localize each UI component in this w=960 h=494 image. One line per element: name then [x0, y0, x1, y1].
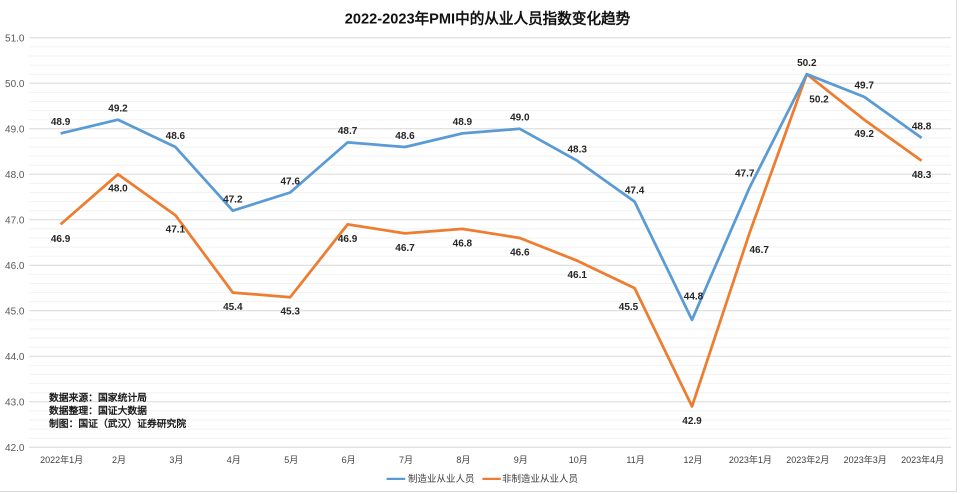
- svg-text:51.0: 51.0: [5, 34, 25, 45]
- svg-text:48.9: 48.9: [51, 117, 71, 128]
- svg-text:10月: 10月: [569, 455, 588, 465]
- svg-text:46.9: 46.9: [51, 234, 71, 245]
- svg-text:制造业从业人员: 制造业从业人员: [408, 473, 475, 485]
- svg-text:46.9: 46.9: [338, 234, 358, 245]
- svg-text:47.1: 47.1: [166, 225, 186, 236]
- svg-text:48.3: 48.3: [567, 145, 587, 156]
- svg-text:48.3: 48.3: [912, 170, 932, 181]
- svg-text:49.2: 49.2: [108, 104, 128, 115]
- svg-text:4月: 4月: [227, 455, 241, 465]
- svg-text:48.6: 48.6: [166, 131, 186, 142]
- svg-text:2023年3月: 2023年3月: [844, 454, 887, 465]
- svg-text:5月: 5月: [284, 455, 298, 465]
- svg-text:9月: 9月: [514, 455, 528, 465]
- svg-text:43.0: 43.0: [5, 398, 25, 409]
- svg-text:49.0: 49.0: [510, 113, 530, 124]
- svg-text:12月: 12月: [683, 455, 702, 465]
- svg-text:47.2: 47.2: [223, 195, 243, 206]
- svg-text:48.7: 48.7: [338, 126, 358, 137]
- svg-text:2022-2023年PMI中的从业人员指数变化趋势: 2022-2023年PMI中的从业人员指数变化趋势: [345, 10, 631, 28]
- svg-text:数据整理：国证大数据: 数据整理：国证大数据: [49, 404, 147, 417]
- svg-text:46.6: 46.6: [510, 247, 530, 258]
- svg-text:49.7: 49.7: [854, 81, 874, 92]
- svg-text:2月: 2月: [112, 455, 126, 465]
- svg-text:42.9: 42.9: [682, 416, 702, 427]
- svg-text:7月: 7月: [399, 455, 413, 465]
- svg-text:2022年1月: 2022年1月: [40, 454, 83, 465]
- svg-text:45.0: 45.0: [5, 307, 25, 318]
- svg-text:11月: 11月: [626, 455, 644, 465]
- svg-text:49.2: 49.2: [854, 129, 874, 140]
- svg-text:数据来源：国家统计局: 数据来源：国家统计局: [49, 391, 147, 404]
- svg-text:42.0: 42.0: [5, 443, 25, 454]
- svg-text:46.1: 46.1: [567, 270, 587, 281]
- svg-text:48.6: 48.6: [395, 131, 415, 142]
- svg-text:46.7: 46.7: [749, 245, 769, 256]
- svg-text:47.6: 47.6: [280, 176, 300, 187]
- svg-text:45.5: 45.5: [619, 302, 639, 313]
- svg-text:47.4: 47.4: [625, 185, 645, 196]
- svg-text:50.2: 50.2: [809, 95, 829, 106]
- svg-text:44.8: 44.8: [684, 292, 704, 303]
- svg-text:3月: 3月: [169, 455, 183, 465]
- svg-text:6月: 6月: [342, 455, 356, 465]
- svg-text:50.2: 50.2: [797, 58, 817, 69]
- svg-text:48.9: 48.9: [453, 117, 473, 128]
- svg-text:2023年4月: 2023年4月: [901, 454, 944, 465]
- svg-text:46.0: 46.0: [5, 261, 25, 272]
- svg-text:50.0: 50.0: [5, 79, 25, 90]
- svg-text:48.8: 48.8: [912, 122, 932, 133]
- svg-text:2023年1月: 2023年1月: [729, 454, 772, 465]
- svg-text:2023年2月: 2023年2月: [786, 454, 829, 465]
- svg-text:47.0: 47.0: [5, 216, 25, 227]
- svg-text:44.0: 44.0: [5, 352, 25, 363]
- svg-text:46.7: 46.7: [395, 243, 415, 254]
- svg-text:45.3: 45.3: [280, 307, 300, 318]
- svg-text:49.0: 49.0: [5, 125, 25, 136]
- svg-text:非制造业从业人员: 非制造业从业人员: [502, 473, 578, 485]
- svg-text:46.8: 46.8: [453, 238, 473, 249]
- svg-text:45.4: 45.4: [223, 302, 243, 313]
- svg-text:47.7: 47.7: [735, 168, 755, 179]
- svg-text:8月: 8月: [456, 455, 470, 465]
- svg-text:48.0: 48.0: [5, 170, 25, 181]
- svg-text:48.0: 48.0: [108, 184, 128, 195]
- svg-text:制图：国证（武汉）证券研究院: 制图：国证（武汉）证券研究院: [49, 417, 186, 430]
